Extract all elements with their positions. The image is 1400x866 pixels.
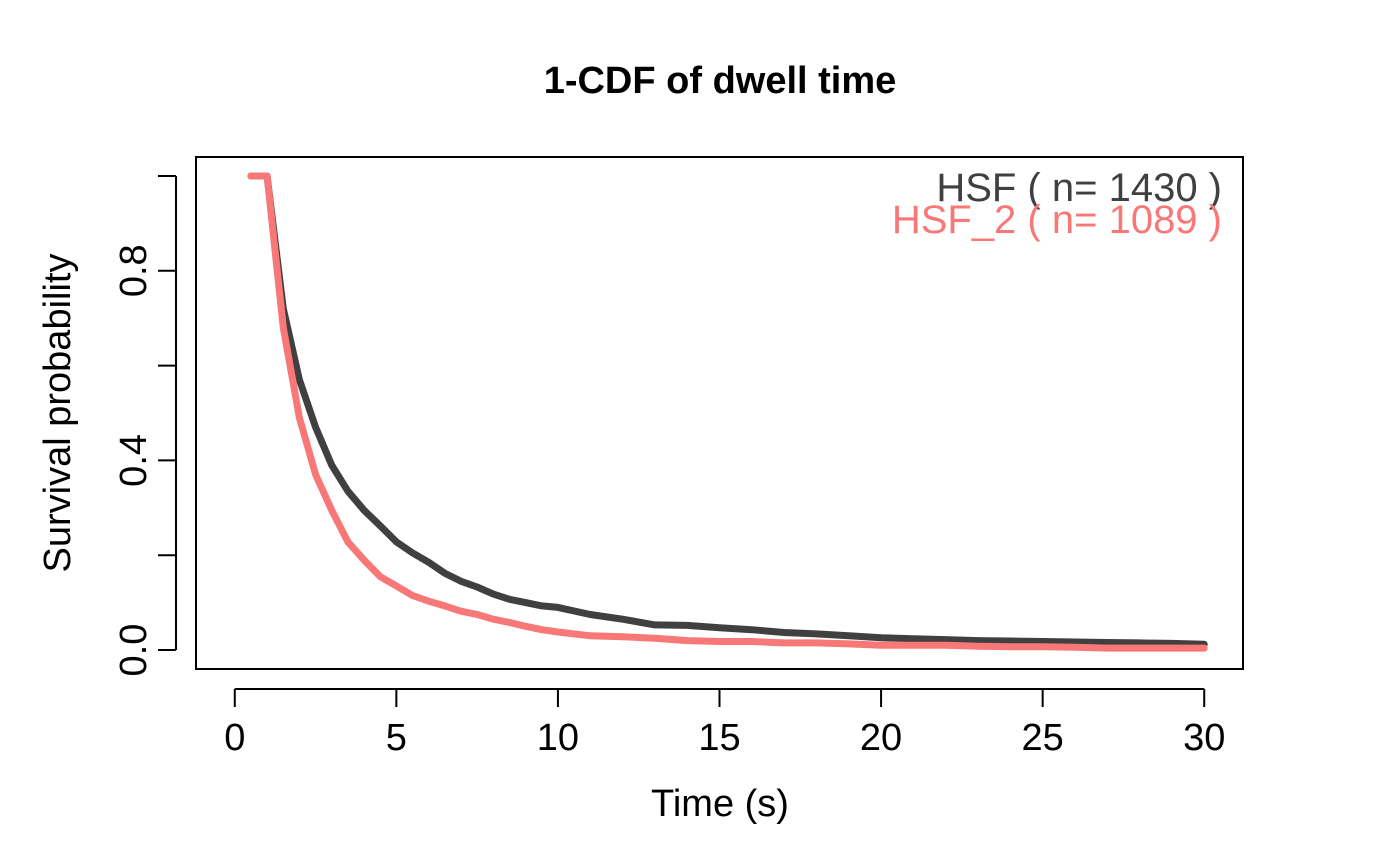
x-axis-label: Time (s) <box>651 783 789 825</box>
x-tick-label: 5 <box>386 717 407 759</box>
y-tick-label: 0.4 <box>113 434 155 487</box>
x-tick-label: 0 <box>224 717 245 759</box>
x-tick-label: 10 <box>537 717 579 759</box>
legend-entry-hsf-2: HSF_2 ( n= 1089 ) <box>892 198 1222 242</box>
x-tick-label: 20 <box>860 717 902 759</box>
y-axis-label: Survival probability <box>37 254 79 573</box>
x-tick-label: 15 <box>698 717 740 759</box>
series-line-hsf <box>247 172 1208 648</box>
y-tick-label: 0.8 <box>113 244 155 297</box>
y-tick-label: 0.0 <box>113 624 155 677</box>
legend-entry-hsf: HSF ( n= 1430 ) <box>936 166 1222 210</box>
series-line-hsf-2 <box>247 172 1208 652</box>
y-axis: 0.0 0.4 0.8 <box>113 174 177 677</box>
legend: HSF ( n= 1430 )HSF_2 ( n= 1089 ) <box>892 166 1222 242</box>
x-tick-label: 25 <box>1022 717 1064 759</box>
x-tick-label: 30 <box>1183 717 1225 759</box>
chart-title: 1-CDF of dwell time <box>544 60 897 102</box>
x-axis: 0 5 10 15 20 25 30 <box>224 688 1225 759</box>
series-layer <box>247 172 1208 652</box>
plot-frame <box>195 156 1244 670</box>
